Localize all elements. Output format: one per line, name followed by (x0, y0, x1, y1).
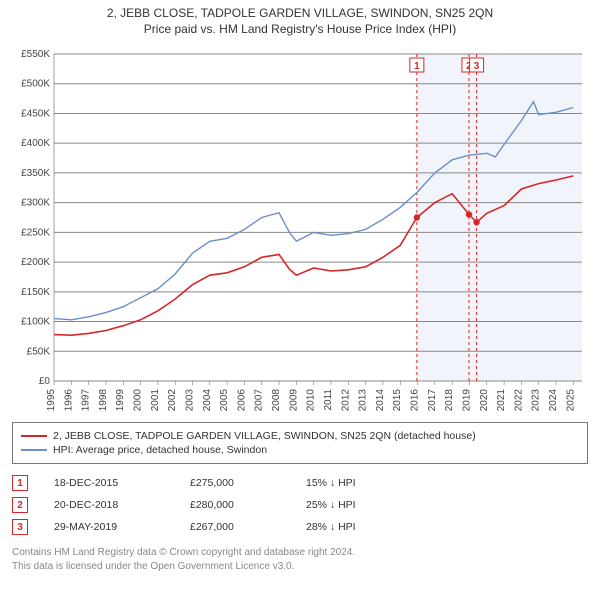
title-subtitle: Price paid vs. HM Land Registry's House … (0, 22, 600, 36)
legend-box: 2, JEBB CLOSE, TADPOLE GARDEN VILLAGE, S… (12, 422, 588, 464)
legend-swatch (21, 435, 47, 437)
svg-text:2000: 2000 (133, 389, 144, 412)
svg-text:2013: 2013 (358, 389, 369, 412)
sales-table: 1 18-DEC-2015 £275,000 15% ↓ HPI 2 20-DE… (12, 472, 588, 538)
svg-text:2001: 2001 (150, 389, 161, 412)
chart-titles: 2, JEBB CLOSE, TADPOLE GARDEN VILLAGE, S… (0, 0, 600, 36)
svg-text:2019: 2019 (461, 389, 472, 412)
legend-swatch (21, 449, 47, 451)
svg-text:2009: 2009 (288, 389, 299, 412)
svg-text:2005: 2005 (219, 389, 230, 412)
legend-item: 2, JEBB CLOSE, TADPOLE GARDEN VILLAGE, S… (21, 430, 579, 442)
svg-text:2020: 2020 (479, 389, 490, 412)
sale-row: 1 18-DEC-2015 £275,000 15% ↓ HPI (12, 472, 588, 494)
svg-text:£250K: £250K (21, 227, 50, 238)
sale-date: 18-DEC-2015 (54, 477, 174, 489)
svg-text:£300K: £300K (21, 198, 50, 209)
svg-text:2006: 2006 (236, 389, 247, 412)
svg-text:2023: 2023 (531, 389, 542, 412)
svg-text:2011: 2011 (323, 389, 334, 411)
svg-text:£100K: £100K (21, 317, 50, 328)
svg-text:1999: 1999 (115, 389, 126, 412)
svg-text:2002: 2002 (167, 389, 178, 412)
svg-text:£150K: £150K (21, 287, 50, 298)
sale-delta: 15% ↓ HPI (306, 477, 588, 489)
svg-text:2012: 2012 (340, 389, 351, 412)
svg-text:2010: 2010 (306, 389, 317, 412)
svg-text:£550K: £550K (21, 49, 50, 60)
svg-text:2018: 2018 (444, 389, 455, 412)
sale-row: 2 20-DEC-2018 £280,000 25% ↓ HPI (12, 494, 588, 516)
sale-date: 20-DEC-2018 (54, 499, 174, 511)
title-address: 2, JEBB CLOSE, TADPOLE GARDEN VILLAGE, S… (0, 6, 600, 20)
svg-text:£500K: £500K (21, 79, 50, 90)
footnote: Contains HM Land Registry data © Crown c… (12, 546, 588, 573)
svg-text:2015: 2015 (392, 389, 403, 412)
sale-row: 3 29-MAY-2019 £267,000 28% ↓ HPI (12, 516, 588, 538)
svg-text:1997: 1997 (81, 389, 92, 412)
svg-text:2024: 2024 (548, 389, 559, 412)
svg-text:2017: 2017 (427, 389, 438, 412)
svg-text:1996: 1996 (63, 389, 74, 412)
svg-text:2021: 2021 (496, 389, 507, 412)
legend-label: 2, JEBB CLOSE, TADPOLE GARDEN VILLAGE, S… (53, 430, 476, 442)
sale-price: £275,000 (190, 477, 290, 489)
sale-marker: 2 (12, 497, 28, 513)
svg-text:2003: 2003 (184, 389, 195, 412)
svg-text:1995: 1995 (46, 389, 57, 412)
sale-delta: 28% ↓ HPI (306, 521, 588, 533)
svg-text:£200K: £200K (21, 257, 50, 268)
svg-text:2016: 2016 (410, 389, 421, 412)
svg-text:£450K: £450K (21, 108, 50, 119)
svg-text:3: 3 (474, 61, 480, 72)
footnote-line: This data is licensed under the Open Gov… (12, 560, 588, 574)
svg-text:2022: 2022 (513, 389, 524, 412)
sale-delta: 25% ↓ HPI (306, 499, 588, 511)
sale-price: £280,000 (190, 499, 290, 511)
chart-area: £0 £50K £100K £150K £200K £250K £300K £350K £400… (12, 46, 588, 414)
svg-text:1998: 1998 (98, 389, 109, 412)
sale-price: £267,000 (190, 521, 290, 533)
svg-text:2007: 2007 (254, 389, 265, 412)
svg-text:£350K: £350K (21, 168, 50, 179)
sale-marker: 1 (12, 475, 28, 491)
svg-text:2025: 2025 (565, 389, 576, 412)
sale-marker: 3 (12, 519, 28, 535)
svg-text:2004: 2004 (202, 389, 213, 412)
sale-date: 29-MAY-2019 (54, 521, 174, 533)
legend-label: HPI: Average price, detached house, Swin… (53, 444, 267, 456)
svg-text:1: 1 (414, 61, 420, 72)
footnote-line: Contains HM Land Registry data © Crown c… (12, 546, 588, 560)
svg-text:£0: £0 (39, 376, 51, 387)
legend-item: HPI: Average price, detached house, Swin… (21, 444, 579, 456)
svg-text:£400K: £400K (21, 138, 50, 149)
svg-text:£50K: £50K (27, 346, 51, 357)
line-chart-svg: £0 £50K £100K £150K £200K £250K £300K £350K £400… (12, 46, 588, 414)
svg-text:2014: 2014 (375, 389, 386, 412)
svg-text:2008: 2008 (271, 389, 282, 412)
